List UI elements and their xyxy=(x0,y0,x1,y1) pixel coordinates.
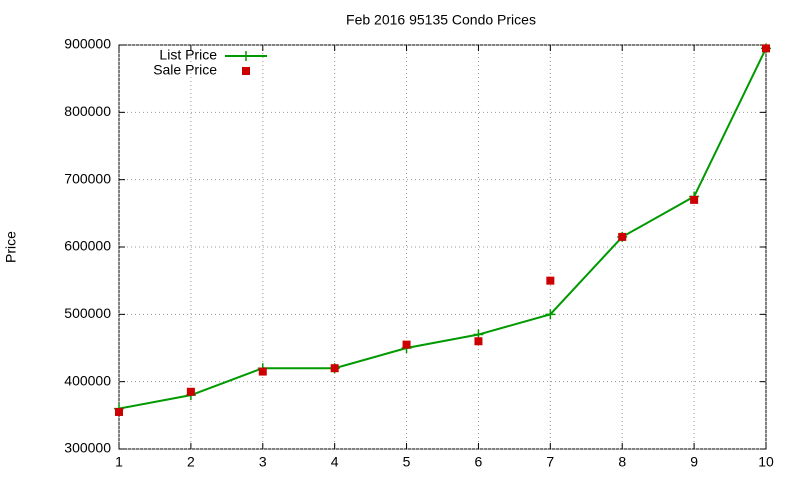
x-tick-label: 7 xyxy=(546,454,554,470)
legend-label: Sale Price xyxy=(153,62,217,78)
y-tick-label: 700000 xyxy=(64,170,111,186)
point-marker xyxy=(115,407,123,416)
x-tick-label: 2 xyxy=(187,454,195,470)
x-tick-label: 10 xyxy=(758,454,774,470)
y-tick-label: 900000 xyxy=(64,36,111,52)
x-tick-label: 1 xyxy=(115,454,123,470)
point-marker xyxy=(618,232,627,241)
plot-frame xyxy=(118,44,767,450)
x-tick-label: 6 xyxy=(475,454,483,470)
chart-title: Feb 2016 95135 Condo Prices xyxy=(346,12,536,28)
x-tick-label: 9 xyxy=(690,454,698,470)
legend-label: List Price xyxy=(159,47,217,63)
y-tick-label: 400000 xyxy=(64,372,111,388)
x-tick-label: 8 xyxy=(618,454,626,470)
y-tick-label: 800000 xyxy=(64,103,111,119)
y-tick-label: 600000 xyxy=(64,238,111,254)
x-tick-label: 3 xyxy=(259,454,267,470)
series-line xyxy=(118,47,767,410)
y-axis-label: Price xyxy=(3,231,19,263)
point-marker xyxy=(546,276,555,285)
point-marker xyxy=(690,195,699,204)
point-marker xyxy=(474,337,483,346)
x-tick-label: 4 xyxy=(331,454,339,470)
point-marker xyxy=(186,387,195,396)
point-marker xyxy=(330,364,339,373)
x-tick-label: 5 xyxy=(403,454,411,470)
point-marker xyxy=(258,367,267,376)
y-tick-label: 300000 xyxy=(64,440,111,456)
point-marker xyxy=(762,44,770,53)
point-marker xyxy=(402,340,411,349)
legend-marker xyxy=(242,67,250,75)
point-marker xyxy=(545,309,556,320)
y-tick-label: 500000 xyxy=(64,305,111,321)
legend-marker xyxy=(241,51,251,61)
